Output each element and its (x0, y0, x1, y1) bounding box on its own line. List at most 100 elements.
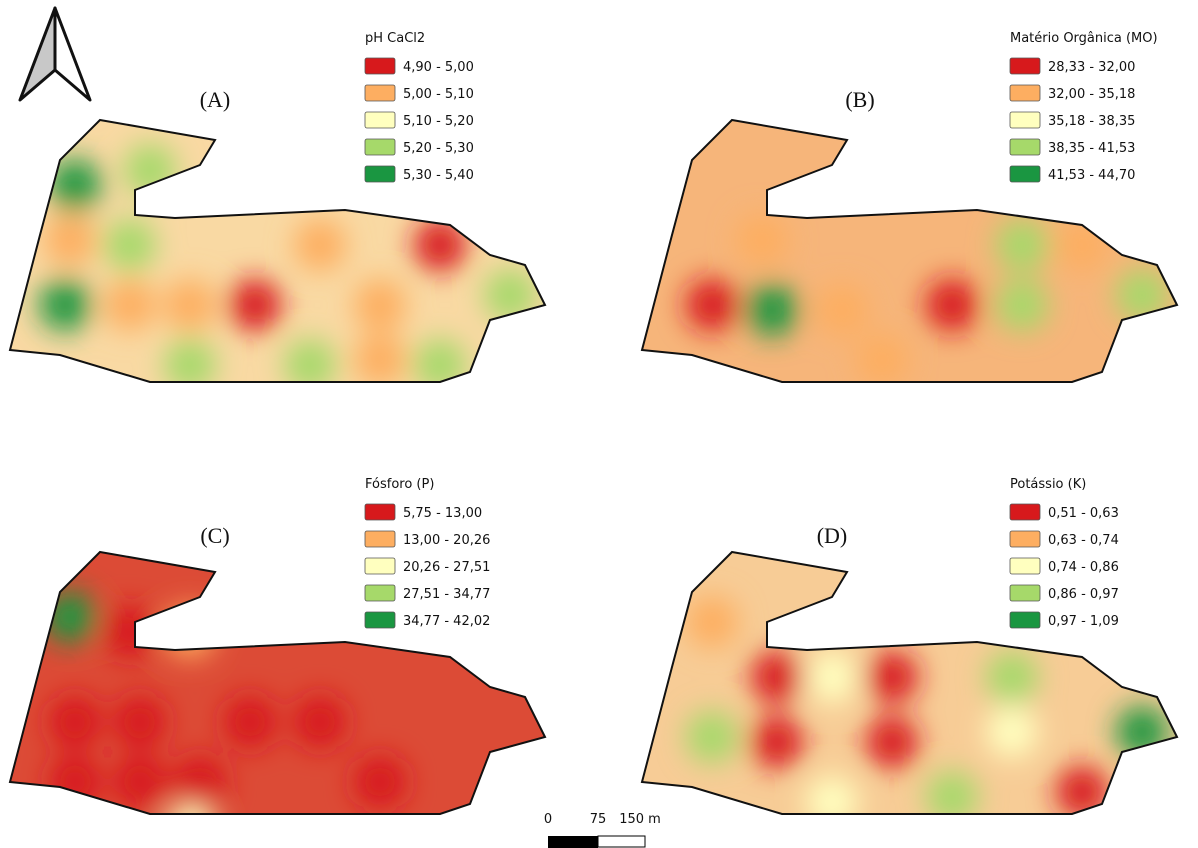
map-panel: (A) pH CaCl2 4,90 - 5,00 5,00 - 5,10 5,10 - … (10, 31, 545, 391)
legend-item: 0,51 - 0,63 (1048, 506, 1119, 521)
legend-item: 41,53 - 44,70 (1048, 168, 1135, 183)
spot (986, 651, 1038, 703)
spot (224, 696, 276, 748)
panel-label: (A) (200, 87, 231, 112)
legend-swatch (365, 504, 395, 520)
spot (806, 776, 858, 828)
spot (746, 284, 798, 336)
spot (866, 651, 918, 703)
legend-item: 0,97 - 1,09 (1048, 614, 1119, 629)
spot (866, 716, 918, 768)
legend-title: Fósforo (P) (365, 477, 434, 492)
spot (49, 756, 101, 808)
spot (44, 591, 96, 643)
spot (686, 711, 738, 763)
scale-label: 75 (590, 812, 607, 827)
spot (354, 756, 406, 808)
spot (996, 219, 1048, 271)
legend-item: 0,63 - 0,74 (1048, 533, 1119, 548)
legend-item: 4,90 - 5,00 (403, 60, 474, 75)
spot (1116, 269, 1168, 321)
spot (114, 696, 166, 748)
spot (806, 651, 858, 703)
legend-item: 5,00 - 5,10 (403, 87, 474, 102)
legend-title: Matério Orgânica (MO) (1010, 31, 1158, 46)
spot (284, 339, 336, 391)
spot (174, 756, 226, 808)
spot (114, 756, 166, 808)
spot (104, 606, 156, 658)
legend-item: 5,20 - 5,30 (403, 141, 474, 156)
spot (484, 269, 536, 321)
spot (294, 696, 346, 748)
spot (1116, 706, 1168, 758)
scale-label: 0 (544, 812, 552, 827)
spot (294, 219, 346, 271)
legend-item: 5,10 - 5,20 (403, 114, 474, 129)
legend-item: 5,30 - 5,40 (403, 168, 474, 183)
legend-swatch (365, 531, 395, 547)
panel-label: (D) (817, 523, 848, 548)
legend-swatch (365, 85, 395, 101)
legend-swatch (1010, 531, 1040, 547)
legend-swatch (1010, 112, 1040, 128)
spot (926, 279, 978, 331)
legend-swatch (365, 558, 395, 574)
legend-swatch (1010, 58, 1040, 74)
spot (751, 716, 803, 768)
spot (104, 279, 156, 331)
field-surface (10, 120, 545, 391)
legend-swatch (1010, 166, 1040, 182)
legend-item: 0,74 - 0,86 (1048, 560, 1119, 575)
spot (49, 159, 101, 211)
legend-title: pH CaCl2 (365, 31, 425, 46)
scale-label: 150 m (619, 812, 661, 827)
panel-label: (C) (200, 523, 229, 548)
spot (996, 279, 1048, 331)
spot (39, 279, 91, 331)
spot (736, 214, 788, 266)
legend-swatch (365, 612, 395, 628)
spot (986, 706, 1038, 758)
field-surface (642, 120, 1177, 386)
spot (856, 334, 908, 386)
spot (124, 144, 176, 196)
legend-swatch (1010, 85, 1040, 101)
legend-swatch (365, 58, 395, 74)
spot (926, 771, 978, 823)
legend-swatch (1010, 139, 1040, 155)
spot (816, 284, 868, 336)
legend-title: Potássio (K) (1010, 477, 1086, 492)
legend-swatch (365, 166, 395, 182)
spot (686, 279, 738, 331)
legend-item: 27,51 - 34,77 (403, 587, 490, 602)
legend-swatch (365, 139, 395, 155)
map-panel: (D) Potássio (K) 0,51 - 0,63 0,63 - 0,74 0,7… (642, 477, 1177, 828)
legend-swatch (1010, 504, 1040, 520)
legend-swatch (365, 112, 395, 128)
spot (44, 214, 96, 266)
scale-bar: 0 75 150 m (544, 812, 661, 848)
spot (414, 219, 466, 271)
legend-item: 28,33 - 32,00 (1048, 60, 1135, 75)
spot (1056, 219, 1108, 271)
spot (164, 279, 216, 331)
north-arrow (20, 8, 90, 100)
legend-item: 20,26 - 27,51 (403, 560, 490, 575)
spot (229, 279, 281, 331)
panel-label: (B) (845, 87, 874, 112)
legend-swatch (1010, 612, 1040, 628)
spot (751, 651, 803, 703)
map-panel: (B)Matério Orgânica (MO)28,33 - 32,0032,… (642, 31, 1177, 386)
spot (414, 339, 466, 391)
spot (49, 696, 101, 748)
legend-item: 38,35 - 41,53 (1048, 141, 1135, 156)
legend-item: 34,77 - 42,02 (403, 614, 490, 629)
figure: 0 75 150 m (A) pH CaCl2 4,90 - 5,00 5,00 - 5,… (0, 0, 1198, 848)
legend-swatch (1010, 585, 1040, 601)
legend-item: 35,18 - 38,35 (1048, 114, 1135, 129)
spot (104, 219, 156, 271)
legend-swatch (1010, 558, 1040, 574)
spot (686, 596, 738, 648)
